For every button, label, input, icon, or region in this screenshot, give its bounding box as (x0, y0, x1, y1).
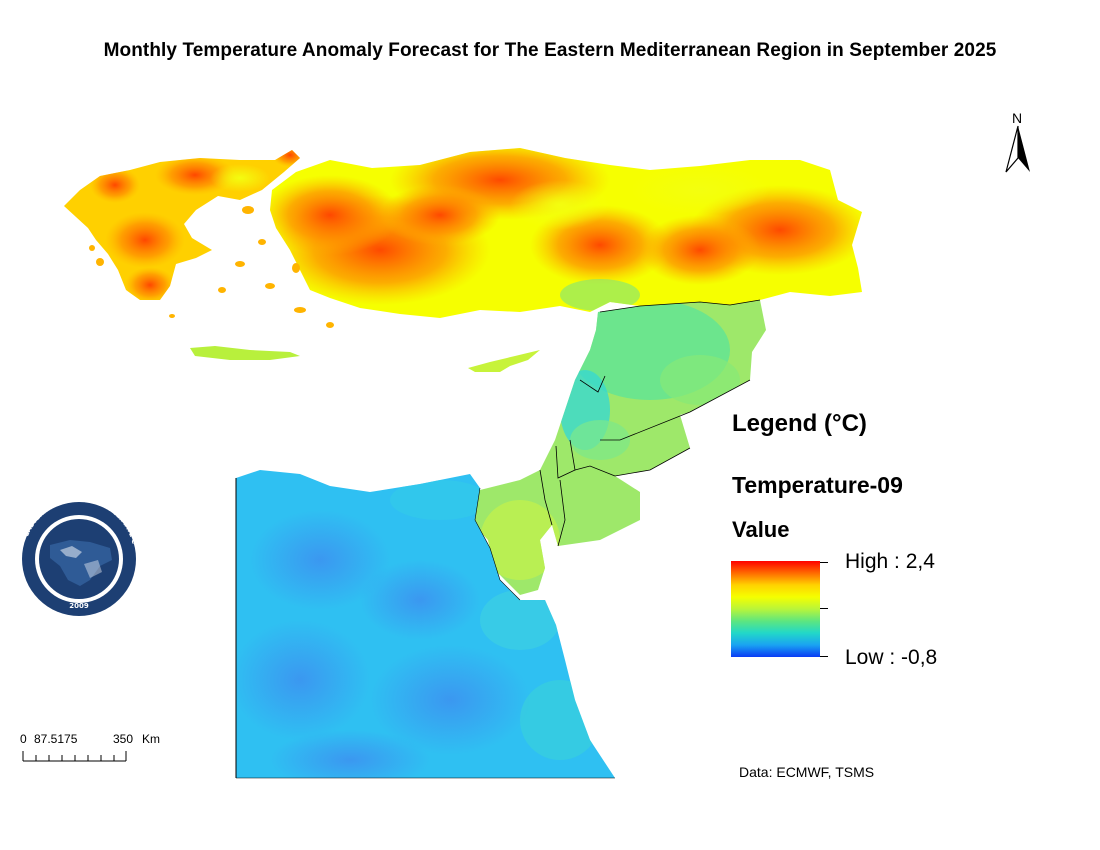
aegean-islands (89, 206, 334, 328)
ramp-low-tick (820, 656, 828, 657)
anatolia-region (270, 148, 862, 318)
north-arrow-label: N (1012, 110, 1023, 126)
scale-label-2: 350 (113, 732, 134, 746)
legend-high-label: High : 2,4 (845, 550, 935, 573)
emcc-logo: EASTERN MEDITERRANEAN CLIMATE CENTRE 200… (20, 500, 138, 616)
legend-low-label: Low : -0,8 (845, 646, 938, 669)
color-ramp (731, 561, 820, 657)
scale-label-unit: Km (142, 732, 160, 746)
legend-field-name: Value (732, 517, 790, 542)
map-title: Monthly Temperature Anomaly Forecast for… (103, 40, 997, 61)
scale-label-1: 87.5175 (34, 732, 78, 746)
ramp-mid-tick (820, 608, 828, 609)
ramp-high-tick (820, 562, 828, 563)
scale-bar (22, 751, 127, 762)
legend-layer-name: Temperature-09 (732, 472, 903, 498)
north-arrow-icon (1005, 125, 1030, 173)
levant-region (470, 299, 766, 595)
crete-region (190, 346, 300, 360)
egypt-region (235, 470, 615, 779)
scale-label-0: 0 (20, 732, 27, 746)
data-credit: Data: ECMWF, TSMS (739, 764, 875, 780)
greece-region (64, 150, 300, 300)
cyprus-region (468, 350, 540, 372)
logo-year: 2009 (69, 602, 89, 610)
legend-title: Legend (°C) (732, 410, 867, 437)
